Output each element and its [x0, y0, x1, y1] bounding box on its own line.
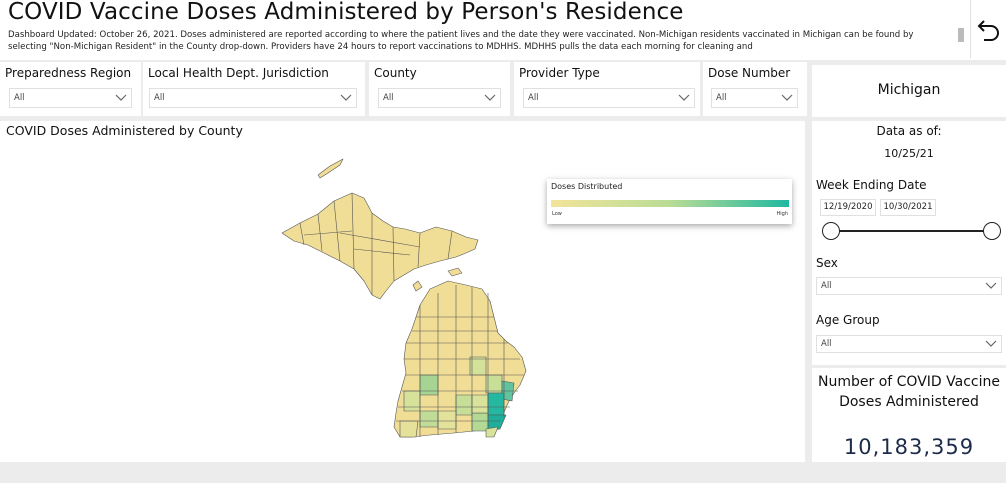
livingston-county	[471, 394, 489, 414]
chevron-down-icon	[340, 94, 352, 101]
data-as-of-date: 10/25/21	[884, 147, 934, 160]
dose-number-label: Dose Number	[708, 66, 791, 80]
washtenaw-county	[471, 412, 489, 432]
ottawa-county	[403, 390, 421, 412]
date-range-end-handle[interactable]	[983, 222, 1001, 240]
ingham-county	[455, 394, 473, 416]
lhd-jurisdiction-value: All	[154, 93, 165, 103]
beaver-island	[412, 280, 423, 292]
date-range-start-handle[interactable]	[822, 222, 840, 240]
page-title: COVID Vaccine Doses Administered by Pers…	[8, 0, 684, 25]
chevron-down-icon	[678, 94, 690, 101]
legend-low-label: Low	[552, 211, 562, 217]
monroe-county	[485, 426, 499, 438]
genesee-county	[485, 374, 503, 394]
state-name: Michigan	[877, 82, 941, 98]
chevron-down-icon	[115, 94, 127, 101]
saginaw-county	[469, 356, 487, 376]
kent-county	[419, 374, 439, 396]
week-start-date-input[interactable]: 12/19/2020	[820, 199, 876, 216]
age-group-value: All	[821, 339, 832, 349]
date-range-slider-track[interactable]	[830, 230, 992, 232]
county-dropdown[interactable]: All	[378, 88, 501, 108]
preparedness-region-slicer: Preparedness Region All	[0, 62, 141, 116]
upper-peninsula	[281, 192, 479, 300]
county-label: County	[374, 66, 417, 80]
chevron-down-icon	[985, 340, 997, 347]
sex-label: Sex	[816, 256, 838, 270]
dashboard-description: Dashboard Updated: October 26, 2021. Dos…	[8, 30, 914, 52]
provider-type-dropdown[interactable]: All	[523, 88, 695, 108]
oakland-county	[487, 392, 505, 416]
isle-royale-county	[317, 158, 344, 179]
sex-dropdown[interactable]: All	[816, 277, 1002, 295]
total-doses-card: Number of COVID Vaccine Doses Administer…	[812, 368, 1006, 462]
preparedness-region-label: Preparedness Region	[5, 66, 132, 80]
kalamazoo-county	[419, 410, 439, 428]
dashboard-header: COVID Vaccine Doses Administered by Pers…	[0, 0, 1006, 60]
county-slicer: County All	[369, 62, 510, 116]
lhd-jurisdiction-dropdown[interactable]: All	[149, 88, 357, 108]
legend-title: Doses Distributed	[551, 182, 623, 191]
right-filter-panel: Data as of: 10/25/21 Week Ending Date 12…	[812, 121, 1006, 365]
county-map-panel: COVID Doses Administered by County	[0, 121, 805, 462]
berrien-county	[399, 420, 419, 438]
week-ending-label: Week Ending Date	[816, 178, 927, 192]
age-group-dropdown[interactable]: All	[816, 335, 1002, 353]
dose-number-slicer: Dose Number All	[703, 62, 807, 116]
dose-number-dropdown[interactable]: All	[711, 88, 798, 108]
michigan-county-map[interactable]	[0, 121, 805, 462]
county-value: All	[383, 93, 394, 103]
total-doses-label: Number of COVID Vaccine Doses Administer…	[818, 374, 1000, 410]
chevron-down-icon	[484, 94, 496, 101]
bottom-strip	[0, 462, 1006, 483]
map-legend: Doses Distributed Low High	[547, 179, 792, 224]
state-card: Michigan	[812, 65, 1006, 117]
week-end-date-input[interactable]: 10/30/2021	[880, 199, 936, 216]
back-button[interactable]	[970, 0, 1006, 58]
preparedness-region-value: All	[14, 93, 25, 103]
description-scrollbar[interactable]	[958, 28, 964, 42]
bois-blanc-island	[447, 267, 463, 277]
lhd-jurisdiction-slicer: Local Health Dept. Jurisdiction All	[143, 62, 365, 116]
data-as-of-label: Data as of:	[876, 124, 942, 138]
chevron-down-icon	[781, 94, 793, 101]
back-arrow-icon	[977, 20, 999, 41]
sex-value: All	[821, 281, 832, 291]
provider-type-value: All	[528, 93, 539, 103]
preparedness-region-dropdown[interactable]: All	[9, 88, 132, 108]
total-doses-value: 10,183,359	[843, 435, 975, 459]
legend-high-label: High	[776, 211, 789, 217]
provider-type-label: Provider Type	[519, 66, 600, 80]
map-title: COVID Doses Administered by County	[6, 123, 243, 138]
chevron-down-icon	[985, 282, 997, 289]
provider-type-slicer: Provider Type All	[514, 62, 700, 116]
dose-number-value: All	[716, 93, 727, 103]
kalamazoo-east	[437, 410, 457, 430]
legend-gradient-bar	[551, 200, 789, 207]
lhd-jurisdiction-label: Local Health Dept. Jurisdiction	[148, 66, 329, 80]
age-group-label: Age Group	[816, 313, 880, 327]
